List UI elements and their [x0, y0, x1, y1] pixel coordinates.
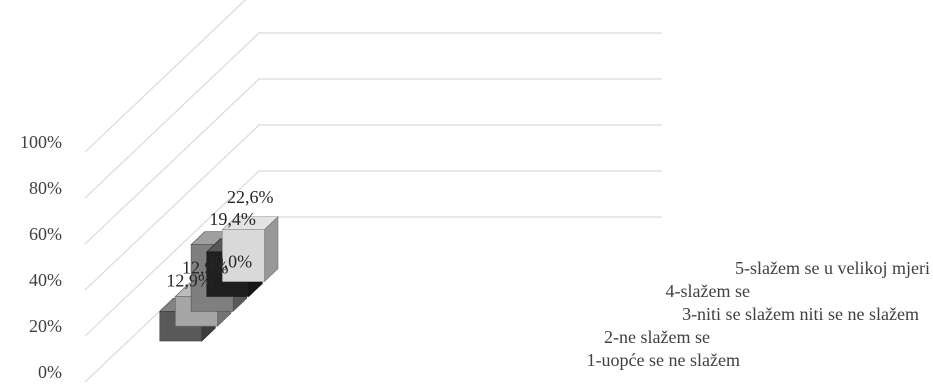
y-tick-label: 100% — [20, 132, 62, 152]
series-label: 4-slažem se — [666, 281, 750, 301]
series-label: 3-niti se slažem niti se ne slažem — [682, 304, 919, 324]
gridlines — [84, 0, 662, 383]
bars — [159, 216, 279, 342]
gridline — [84, 124, 662, 291]
y-axis-ticks: 0% 20% 40% 60% 80% 100% — [20, 132, 62, 382]
gridline — [84, 170, 662, 337]
data-label: 29,0% — [206, 252, 253, 272]
data-label: 19,4% — [209, 209, 256, 229]
bar-front — [222, 229, 265, 282]
gridline — [84, 32, 662, 199]
y-tick-label: 40% — [29, 270, 62, 290]
y-tick-label: 0% — [38, 362, 62, 382]
data-label: 12,9% — [182, 258, 229, 278]
y-tick-label: 20% — [29, 316, 62, 336]
y-tick-label: 80% — [29, 178, 62, 198]
series-label: 1-uopće se ne slažem — [587, 350, 740, 370]
data-label: 12,9% — [166, 270, 213, 290]
y-tick-label: 60% — [29, 224, 62, 244]
series-labels: 1-uopće se ne slažem 2-ne slažem se 3-niti… — [587, 258, 930, 370]
gridline — [84, 0, 247, 153]
data-labels: 12,9%12,9%29,0% 19,4%22,6% — [166, 187, 273, 291]
gridline — [84, 216, 662, 383]
bar — [221, 216, 279, 283]
gridline — [84, 78, 662, 245]
series-label: 2-ne slažem se — [604, 327, 710, 347]
data-label: 22,6% — [227, 187, 274, 207]
series-label: 5-slažem se u velikoj mjeri — [735, 258, 930, 278]
